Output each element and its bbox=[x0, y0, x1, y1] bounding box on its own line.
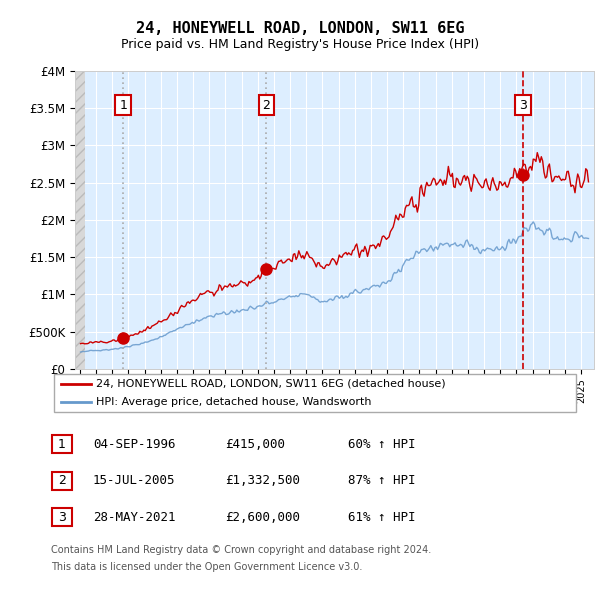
FancyBboxPatch shape bbox=[52, 472, 71, 490]
FancyBboxPatch shape bbox=[52, 435, 71, 453]
Text: 1: 1 bbox=[119, 99, 127, 112]
Text: 3: 3 bbox=[519, 99, 527, 112]
Text: This data is licensed under the Open Government Licence v3.0.: This data is licensed under the Open Gov… bbox=[51, 562, 362, 572]
Text: 24, HONEYWELL ROAD, LONDON, SW11 6EG: 24, HONEYWELL ROAD, LONDON, SW11 6EG bbox=[136, 21, 464, 35]
Bar bbox=[75, 71, 85, 369]
Text: £1,332,500: £1,332,500 bbox=[225, 474, 300, 487]
Text: £415,000: £415,000 bbox=[225, 438, 285, 451]
FancyBboxPatch shape bbox=[53, 374, 577, 412]
Text: Contains HM Land Registry data © Crown copyright and database right 2024.: Contains HM Land Registry data © Crown c… bbox=[51, 545, 431, 555]
Text: 24, HONEYWELL ROAD, LONDON, SW11 6EG (detached house): 24, HONEYWELL ROAD, LONDON, SW11 6EG (de… bbox=[96, 379, 446, 389]
Text: 2: 2 bbox=[262, 99, 271, 112]
Text: 04-SEP-1996: 04-SEP-1996 bbox=[93, 438, 176, 451]
FancyBboxPatch shape bbox=[52, 509, 71, 526]
Text: 61% ↑ HPI: 61% ↑ HPI bbox=[348, 511, 415, 524]
Text: £2,600,000: £2,600,000 bbox=[225, 511, 300, 524]
Text: 60% ↑ HPI: 60% ↑ HPI bbox=[348, 438, 415, 451]
Text: 1: 1 bbox=[58, 438, 66, 451]
Text: 3: 3 bbox=[58, 511, 66, 524]
Text: HPI: Average price, detached house, Wandsworth: HPI: Average price, detached house, Wand… bbox=[96, 397, 371, 407]
Text: 87% ↑ HPI: 87% ↑ HPI bbox=[348, 474, 415, 487]
Text: 2: 2 bbox=[58, 474, 66, 487]
Text: 15-JUL-2005: 15-JUL-2005 bbox=[93, 474, 176, 487]
Text: 28-MAY-2021: 28-MAY-2021 bbox=[93, 511, 176, 524]
Text: Price paid vs. HM Land Registry's House Price Index (HPI): Price paid vs. HM Land Registry's House … bbox=[121, 38, 479, 51]
